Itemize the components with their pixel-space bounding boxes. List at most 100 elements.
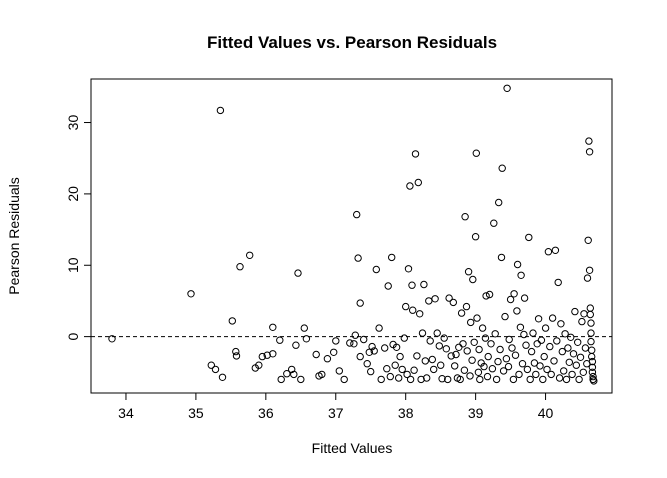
data-point (381, 344, 389, 352)
data-point (484, 352, 492, 361)
data-point (526, 375, 534, 384)
data-point (539, 375, 547, 384)
data-point (420, 280, 428, 289)
data-point (332, 337, 340, 345)
x-tick-label: 35 (188, 405, 204, 421)
data-point (428, 355, 436, 364)
data-point (433, 329, 441, 337)
data-point (547, 370, 555, 379)
data-point (413, 352, 421, 360)
data-point (540, 352, 548, 361)
data-point (522, 341, 530, 349)
data-point (513, 307, 521, 315)
data-point (437, 361, 445, 369)
data-point (561, 330, 569, 338)
data-point (501, 312, 509, 321)
data-point (468, 356, 476, 364)
data-point (228, 317, 237, 325)
data-point (383, 365, 391, 373)
data-point (356, 299, 364, 307)
data-point (391, 361, 399, 369)
data-point (490, 219, 498, 227)
data-point (554, 278, 562, 287)
data-point (558, 347, 566, 356)
data-point (290, 370, 298, 379)
data-point (469, 275, 477, 284)
data-point (276, 336, 284, 344)
data-point (431, 295, 439, 303)
data-point (403, 370, 411, 379)
data-point (527, 347, 536, 356)
y-axis-label: Pearson Residuals (6, 177, 22, 295)
data-point (384, 282, 392, 290)
data-point (537, 336, 546, 344)
data-point (488, 365, 497, 373)
data-point (579, 368, 587, 376)
data-point (406, 182, 414, 190)
data-point (430, 365, 438, 374)
data-point (574, 338, 582, 346)
data-point (236, 263, 244, 271)
data-point (218, 373, 227, 381)
data-point (530, 359, 539, 367)
data-point (354, 254, 362, 262)
data-point (283, 370, 291, 378)
data-point (440, 334, 448, 342)
data-point (417, 375, 425, 384)
data-point (255, 361, 263, 369)
data-point (584, 236, 592, 245)
data-point (368, 342, 376, 351)
data-point (269, 323, 277, 331)
data-point (457, 309, 466, 317)
data-point (356, 352, 364, 361)
data-point (568, 370, 576, 379)
data-point (587, 319, 595, 327)
data-point (426, 337, 434, 345)
data-point (523, 365, 532, 374)
x-tick-label: 34 (118, 405, 134, 421)
data-point (567, 333, 575, 341)
data-point (541, 324, 550, 332)
data-point (365, 348, 373, 356)
data-point (575, 375, 583, 384)
data-point (372, 265, 380, 274)
data-point (367, 367, 375, 376)
data-point (300, 324, 308, 332)
data-point (520, 294, 529, 302)
data-point (494, 357, 502, 366)
data-point (350, 340, 358, 348)
data-point (534, 315, 543, 323)
data-point (449, 298, 457, 307)
data-point (581, 344, 590, 352)
data-point (395, 374, 403, 382)
x-axis: 34 35 36 37 38 39 40 (118, 392, 554, 421)
data-point (569, 350, 578, 358)
x-tick-label: 40 (538, 405, 554, 421)
data-point (312, 350, 320, 359)
data-point (546, 342, 554, 351)
data-point (564, 344, 572, 352)
data-point (555, 374, 564, 382)
data-point (565, 358, 573, 366)
y-tick-label: 0 (65, 333, 81, 341)
data-point (408, 281, 416, 289)
data-point (525, 233, 533, 242)
data-point (499, 367, 508, 375)
data-point (560, 367, 568, 375)
data-point (509, 375, 518, 384)
data-point (576, 353, 585, 361)
data-point (571, 307, 579, 316)
data-point (294, 269, 302, 277)
data-point (588, 368, 597, 376)
data-point (474, 368, 483, 376)
data-point (475, 345, 483, 354)
data-point (572, 361, 580, 369)
data-point (557, 320, 565, 328)
data-point (481, 334, 490, 342)
data-point (404, 265, 413, 273)
data-point (388, 253, 396, 262)
data-point (548, 314, 557, 322)
data-point (473, 314, 481, 322)
data-point (587, 329, 595, 337)
data-point (263, 351, 271, 359)
